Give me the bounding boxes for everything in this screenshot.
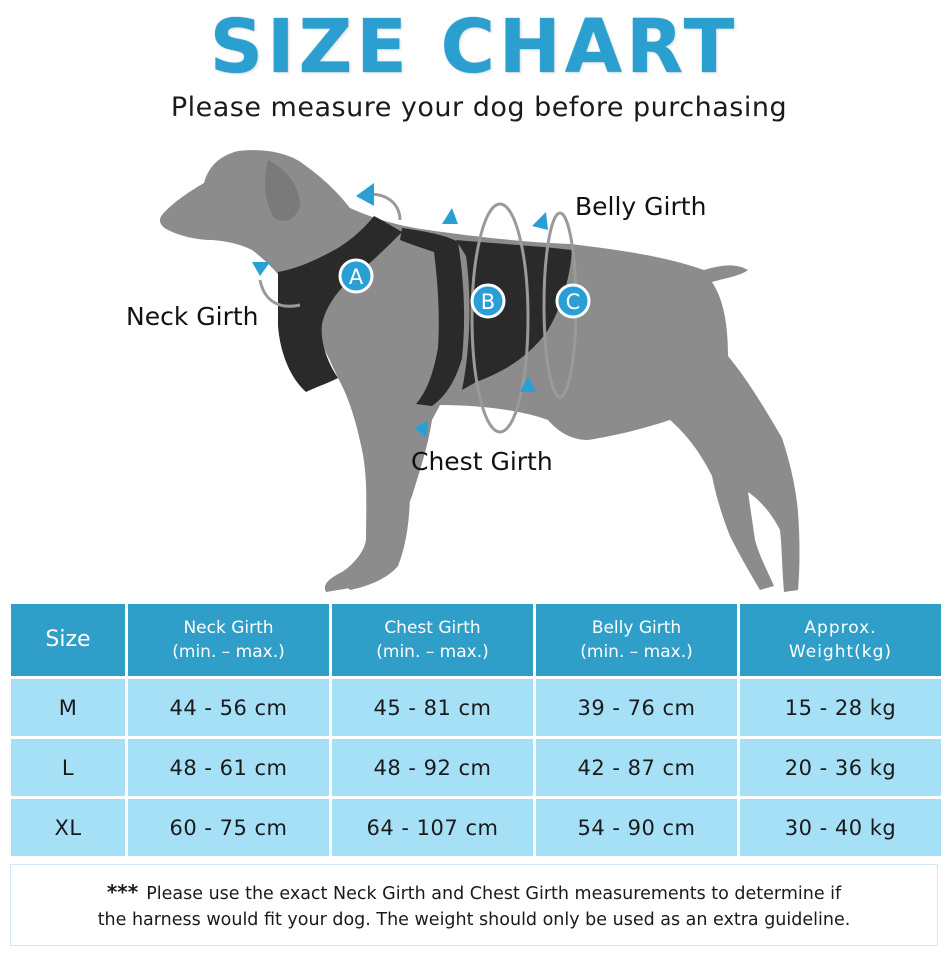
marker-a-circle — [338, 258, 374, 294]
neck-girth-label: Neck Girth — [126, 302, 259, 331]
cell-size: L — [11, 739, 125, 796]
cell-weight: 15 - 28 kg — [740, 679, 941, 736]
cell-neck: 48 - 61 cm — [128, 739, 329, 796]
chest-girth-label: Chest Girth — [411, 447, 553, 476]
arrow-icon — [532, 212, 548, 230]
cell-size: M — [11, 679, 125, 736]
measurement-rings — [258, 192, 578, 434]
cell-weight: 20 - 36 kg — [740, 739, 941, 796]
note-stars: *** — [106, 880, 139, 904]
marker-a: A — [349, 265, 364, 289]
cell-chest: 64 - 107 cm — [332, 799, 533, 856]
cell-belly: 39 - 76 cm — [536, 679, 737, 736]
cell-weight: 30 - 40 kg — [740, 799, 941, 856]
note-line-2: the harness would fit your dog. The weig… — [97, 910, 851, 930]
header-size: Size — [11, 604, 125, 676]
belly-girth-label: Belly Girth — [575, 192, 707, 221]
dog-measurement-diagram: A B C — [160, 150, 800, 593]
marker-c: C — [566, 290, 581, 314]
guideline-note: *** Please use the exact Neck Girth and C… — [10, 864, 938, 946]
table-row: L 48 - 61 cm 48 - 92 cm 42 - 87 cm 20 - … — [11, 739, 941, 796]
cell-neck: 60 - 75 cm — [128, 799, 329, 856]
cell-chest: 48 - 92 cm — [332, 739, 533, 796]
arrow-icon — [414, 420, 428, 438]
guideline-note-text: *** Please use the exact Neck Girth and C… — [11, 879, 937, 933]
arrow-icon — [356, 183, 374, 206]
table-header-row: Size Neck Girth (min. – max.) Chest Girth… — [11, 604, 941, 676]
size-table: Size Neck Girth (min. – max.) Chest Girth… — [8, 601, 944, 859]
note-line-1: Please use the exact Neck Girth and Ches… — [146, 884, 842, 904]
page-subtitle: Please measure your dog before purchasin… — [170, 92, 788, 123]
marker-b: B — [481, 290, 495, 314]
header-neck-girth: Neck Girth (min. – max.) — [128, 604, 329, 676]
table-row: XL 60 - 75 cm 64 - 107 cm 54 - 90 cm 30 … — [11, 799, 941, 856]
markers: A B C — [338, 258, 591, 319]
arrows — [252, 183, 548, 438]
header-chest-girth: Chest Girth (min. – max.) — [332, 604, 533, 676]
cell-belly: 42 - 87 cm — [536, 739, 737, 796]
arrow-icon — [252, 262, 270, 276]
arrow-icon — [520, 376, 536, 392]
header-belly-girth: Belly Girth (min. – max.) — [536, 604, 737, 676]
header-weight: Approx. Weight(kg) — [740, 604, 941, 676]
cell-chest: 45 - 81 cm — [332, 679, 533, 736]
marker-c-circle — [555, 283, 591, 319]
marker-b-circle — [470, 283, 506, 319]
cell-neck: 44 - 56 cm — [128, 679, 329, 736]
cell-belly: 54 - 90 cm — [536, 799, 737, 856]
cell-size: XL — [11, 799, 125, 856]
table-row: M 44 - 56 cm 45 - 81 cm 39 - 76 cm 15 - … — [11, 679, 941, 736]
harness — [278, 216, 572, 406]
page-title: SIZE CHART — [209, 4, 739, 90]
arrow-icon — [442, 208, 458, 224]
